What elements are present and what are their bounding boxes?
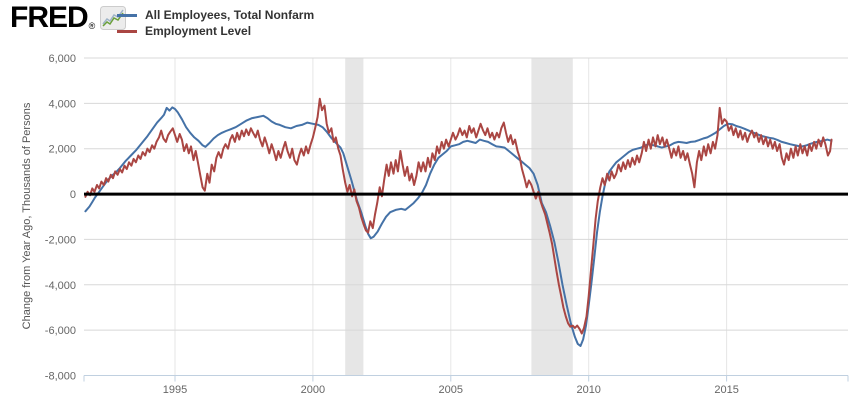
recession-band [345,58,364,376]
legend-swatch-total-nonfarm [117,13,137,17]
x-tick-label-2010: 2010 [576,384,600,396]
y-tick-label--8000: -8,000 [45,371,76,383]
chart-legend: All Employees, Total Nonfarm Employment … [117,7,314,39]
y-tick-label-4000: 4,000 [48,98,76,110]
y-tick-label-6000: 6,000 [48,53,76,65]
x-tick-label-2015: 2015 [714,384,738,396]
legend-item-employment-level[interactable]: Employment Level [117,23,314,39]
legend-label-total-nonfarm: All Employees, Total Nonfarm [145,8,315,22]
y-tick-label-2000: 2,000 [48,144,76,156]
y-tick-label--2000: -2,000 [45,234,76,246]
legend-item-total-nonfarm[interactable]: All Employees, Total Nonfarm [117,7,314,23]
x-tick-label-1995: 1995 [163,384,187,396]
fred-logo-text: FRED [10,1,89,34]
x-tick-label-2000: 2000 [301,384,325,396]
fred-sparkline-icon [100,6,127,30]
recession-band [531,58,573,376]
y-tick-label-0: 0 [70,189,76,201]
legend-label-employment-level: Employment Level [145,24,252,38]
legend-swatch-employment-level [117,29,137,33]
y-tick-label--4000: -4,000 [45,280,76,292]
series-line-employment-level[interactable] [84,97,833,335]
series-line-all-employees-total-nonfarm[interactable] [84,106,833,347]
fred-logo[interactable]: FRED ® [10,1,127,34]
x-tick-label-2005: 2005 [439,384,463,396]
registered-trademark-symbol: ® [88,21,96,31]
y-tick-label--6000: -6,000 [45,325,76,337]
